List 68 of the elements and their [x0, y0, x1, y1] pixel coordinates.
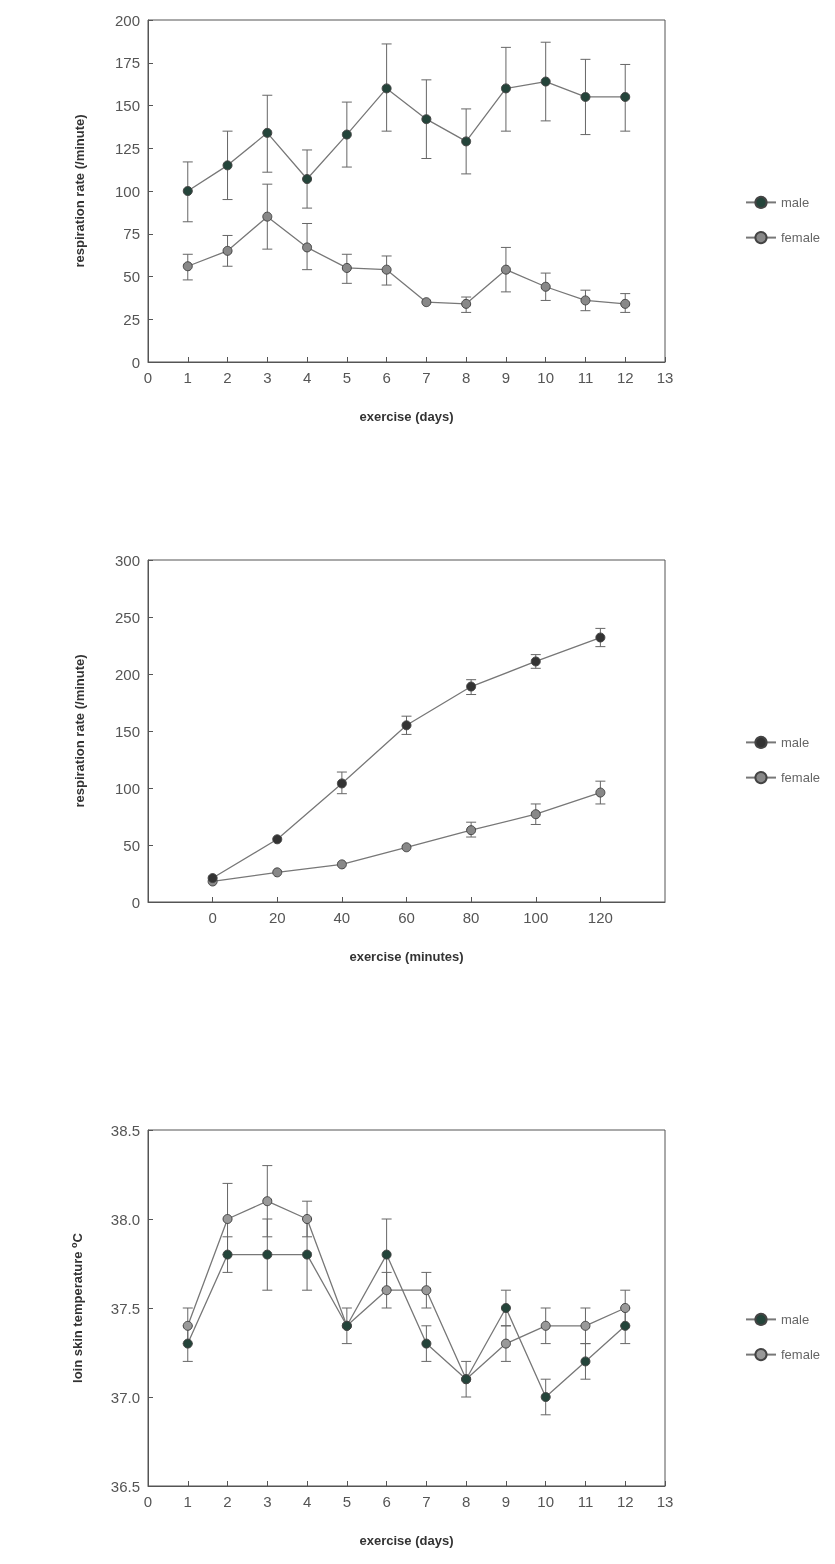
y-tick-label: 125: [114, 139, 140, 157]
x-tick-label: 20: [268, 909, 286, 926]
x-tick-label: 100: [523, 909, 549, 926]
y-tick-label: 200: [114, 665, 140, 683]
x-tick-label: 12: [616, 1493, 634, 1510]
x-axis-title: exercise (days): [359, 409, 454, 424]
legend-label: female: [780, 230, 821, 246]
y-tick-label: 37.0: [110, 1388, 140, 1406]
x-tick-label: 3: [263, 369, 272, 386]
y-tick-label: 175: [114, 54, 140, 72]
y-tick-label: 250: [114, 608, 140, 626]
x-tick-label: 120: [587, 909, 613, 926]
y-tick-label: 100: [114, 182, 140, 200]
x-tick-label: 60: [398, 909, 415, 926]
y-tick-label: 50: [123, 836, 140, 854]
x-tick-label: 0: [208, 909, 217, 926]
x-tick-label: 13: [656, 369, 674, 386]
x-axis-title: exercise (minutes): [349, 949, 464, 964]
y-tick-label: 300: [114, 551, 140, 569]
y-tick-label: 150: [114, 97, 140, 114]
legend-label: female: [780, 1347, 821, 1363]
y-tick-label: 38.0: [110, 1210, 140, 1228]
x-tick-label: 10: [537, 369, 555, 386]
x-tick-label: 9: [501, 1493, 511, 1510]
y-tick-label: 75: [123, 225, 140, 243]
x-tick-label: 40: [333, 909, 351, 926]
x-tick-label: 4: [302, 369, 312, 386]
x-tick-label: 11: [577, 369, 594, 386]
legend-label: male: [780, 194, 810, 210]
x-tick-label: 80: [462, 909, 480, 926]
legend-label: male: [780, 734, 810, 750]
x-tick-label: 0: [143, 1493, 153, 1510]
x-tick-label: 6: [382, 1493, 391, 1510]
y-tick-label: 150: [114, 722, 140, 740]
x-tick-label: 7: [422, 369, 431, 386]
x-tick-label: 12: [616, 369, 634, 386]
y-tick-label: 25: [123, 310, 140, 328]
y-tick-label: 200: [114, 11, 140, 29]
y-axis-title: loin skin temperature oC: [68, 1232, 85, 1383]
x-tick-label: 1: [183, 369, 192, 386]
y-tick-label: 0: [131, 893, 140, 911]
y-axis-title: respiration rate (/minute): [72, 114, 87, 268]
x-tick-label: 5: [342, 1493, 352, 1510]
x-tick-label: 0: [143, 369, 153, 386]
x-tick-label: 1: [183, 1493, 192, 1510]
x-tick-label: 4: [302, 1493, 312, 1510]
x-tick-label: 2: [223, 369, 232, 386]
x-tick-label: 10: [537, 1493, 555, 1510]
x-tick-label: 9: [501, 369, 511, 386]
y-tick-label: 0: [131, 353, 140, 371]
x-tick-label: 11: [577, 1493, 594, 1510]
x-tick-label: 5: [342, 369, 352, 386]
y-tick-label: 38.5: [110, 1121, 140, 1139]
x-tick-label: 8: [461, 369, 471, 386]
x-tick-label: 8: [461, 1493, 471, 1510]
x-tick-label: 6: [382, 369, 391, 386]
legend-label: female: [780, 770, 821, 786]
x-tick-label: 2: [223, 1493, 232, 1510]
y-tick-label: 100: [114, 779, 140, 797]
x-tick-label: 7: [422, 1493, 431, 1510]
x-tick-label: 13: [656, 1493, 674, 1510]
x-axis-title: exercise (days): [359, 1533, 454, 1548]
y-tick-label: 36.5: [110, 1477, 140, 1495]
y-tick-label: 37.5: [110, 1299, 140, 1317]
y-tick-label: 50: [123, 268, 140, 285]
y-axis-title: respiration rate (/minute): [72, 654, 87, 808]
x-tick-label: 3: [263, 1493, 272, 1510]
legend-label: male: [780, 1311, 810, 1327]
